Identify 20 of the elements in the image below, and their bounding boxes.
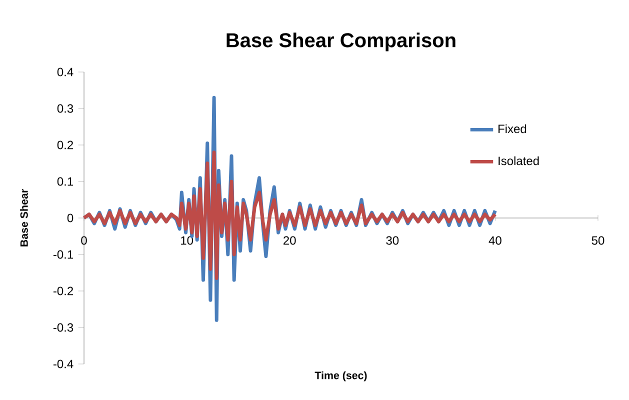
x-tick-label: 40	[488, 236, 502, 245]
x-tick-label: 10	[181, 236, 194, 245]
y-tick-label: 0.4	[57, 68, 74, 76]
y-tick-label: -0.4	[53, 360, 74, 368]
legend-label: Isolated	[498, 156, 539, 166]
x-tick-label: 0	[81, 236, 87, 245]
x-tick-label: 20	[284, 236, 296, 245]
x-axis-title: Time (sec)	[314, 371, 367, 382]
legend-label: Fixed	[498, 124, 526, 134]
chart-title: Base Shear Comparison	[226, 32, 456, 52]
y-tick-label: 0.3	[57, 104, 74, 113]
x-tick-label: 50	[592, 236, 604, 245]
x-tick-label: 30	[386, 236, 399, 245]
y-tick-label: 0.2	[57, 140, 73, 150]
y-axis-title: Base Shear	[20, 189, 28, 246]
y-tick-label: 0	[67, 214, 74, 222]
y-tick-label: -0.2	[53, 286, 73, 296]
y-tick-label: 0.1	[57, 177, 74, 186]
y-tick-label: -0.3	[53, 323, 74, 332]
y-tick-label: -0.1	[53, 250, 74, 259]
